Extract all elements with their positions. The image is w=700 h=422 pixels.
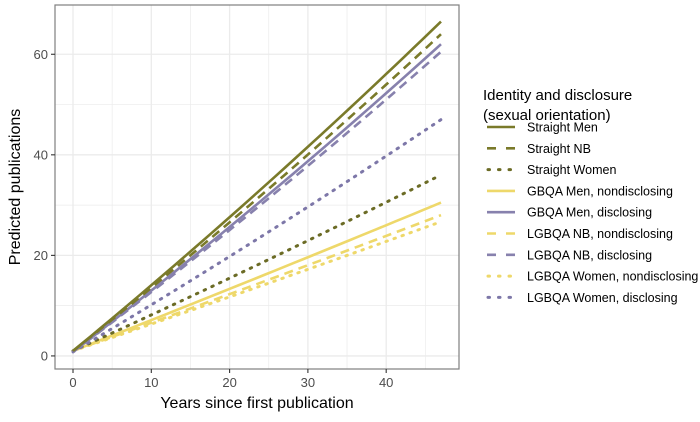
series-lines: [71, 20, 443, 354]
legend-label: LGBQA NB, nondisclosing: [527, 227, 673, 241]
legend-item: LGBQA Women, disclosing: [486, 291, 678, 305]
series-line-straight-men: [72, 20, 442, 352]
series-line-lgbqa-women-nondisclosing: [71, 220, 443, 353]
legend-item: LGBQA Women, nondisclosing: [486, 270, 698, 284]
legend-title: (sexual orientation): [483, 107, 611, 124]
y-tick-label: 20: [34, 248, 48, 263]
legend-item: Straight Men: [487, 121, 598, 135]
axes: 0 10 20 30 40 0 20 40 60: [34, 47, 394, 390]
legend-label: LGBQA NB, disclosing: [527, 248, 652, 262]
legend: Identity and disclosure (sexual orientati…: [483, 87, 698, 305]
y-tick-label: 0: [41, 348, 48, 363]
x-axis-title: Years since first publication: [160, 395, 353, 412]
series-line-lgbqa-nb-nondisclosing: [72, 213, 442, 353]
plot-panel-border: [54, 4, 460, 370]
y-tick-label: 40: [34, 147, 48, 162]
legend-item: LGBQA NB, disclosing: [487, 248, 652, 262]
x-tick-label: 30: [301, 375, 315, 390]
legend-label: Straight Men: [527, 121, 598, 135]
series-line-straight-nb: [72, 33, 442, 352]
legend-item: GBQA Men, nondisclosing: [487, 184, 673, 198]
x-tick-label: 20: [222, 375, 236, 390]
legend-label: Straight NB: [527, 142, 591, 156]
legend-item: LGBQA NB, nondisclosing: [487, 227, 673, 241]
legend-label: LGBQA Women, nondisclosing: [527, 270, 698, 284]
series-line-straight-women: [71, 173, 443, 353]
x-tick-label: 0: [69, 375, 76, 390]
legend-label: Straight Women: [527, 163, 616, 177]
y-tick-label: 60: [34, 47, 48, 62]
legend-label: GBQA Men, nondisclosing: [527, 184, 673, 198]
legend-item: GBQA Men, disclosing: [487, 206, 652, 220]
legend-label: LGBQA Women, disclosing: [527, 291, 678, 305]
x-tick-label: 10: [144, 375, 158, 390]
legend-label: GBQA Men, disclosing: [527, 206, 652, 220]
x-tick-label: 40: [379, 375, 393, 390]
legend-item: Straight Women: [486, 163, 616, 177]
legend-title: Identity and disclosure: [483, 87, 632, 104]
series-line-gbqa-men-disclosing: [72, 43, 442, 353]
y-axis-title: Predicted publications: [7, 109, 24, 266]
legend-item: Straight NB: [487, 142, 591, 156]
series-line-gbqa-men-nondisclosing: [72, 201, 442, 353]
